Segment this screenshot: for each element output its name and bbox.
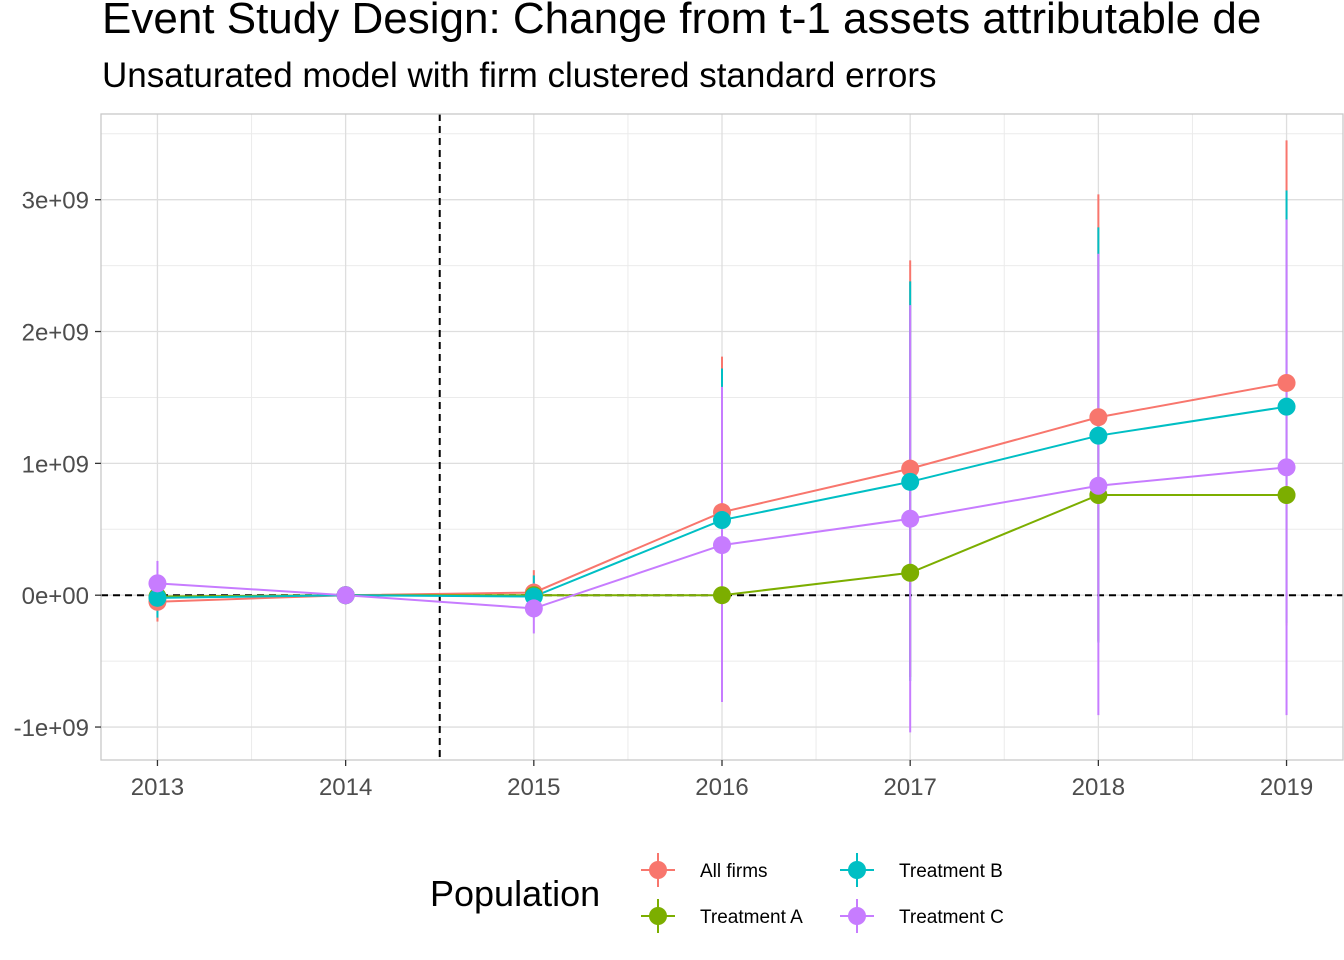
data-point-treatment-c — [336, 586, 355, 605]
y-tick-label: 3e+09 — [22, 188, 89, 215]
y-tick-label: 0e+00 — [22, 583, 89, 610]
x-tick-label: 2013 — [131, 774, 184, 801]
data-point-treatment-a — [901, 563, 920, 582]
data-point-treatment-c — [1089, 476, 1108, 495]
legend-title: Population — [430, 873, 600, 914]
legend-key-treatment-c — [840, 899, 874, 933]
legend-key-point — [649, 861, 667, 879]
data-point-treatment-c — [1277, 458, 1296, 477]
legend-key-treatment-a — [641, 899, 675, 933]
data-point-treatment-c — [148, 574, 167, 593]
data-point-treatment-b — [713, 511, 731, 530]
axes: 2013 2014 2015 2016 2017 2018 2019 -1e+09 0e+00 1… — [14, 113, 1344, 801]
y-tick-label: 1e+09 — [22, 451, 89, 478]
chart-title: Event Study Design: Change from t-1 asse… — [102, 0, 1262, 43]
data-point-all-firms — [901, 459, 920, 478]
legend-label-treatment-a: Treatment A — [700, 907, 803, 928]
x-tick-label: 2014 — [319, 774, 372, 801]
data-point-treatment-c — [713, 536, 731, 555]
data-point-treatment-a — [713, 586, 731, 605]
legend-label-treatment-c: Treatment C — [899, 907, 1004, 928]
y-tick-label: 2e+09 — [22, 320, 89, 347]
x-tick-label: 2018 — [1072, 774, 1125, 801]
data-point-treatment-b — [901, 472, 920, 491]
legend-key-point — [649, 907, 667, 925]
y-tick-label: -1e+09 — [14, 715, 89, 742]
legend-label-treatment-b: Treatment B — [899, 861, 1003, 882]
data-point-treatment-b — [1089, 426, 1108, 445]
legend-label-all-firms: All firms — [700, 861, 768, 882]
legend-key-point — [848, 907, 866, 925]
legend-key-all-firms — [641, 853, 675, 887]
legend-key-treatment-b — [840, 853, 874, 887]
x-tick-label: 2016 — [695, 774, 748, 801]
x-tick-label: 2015 — [507, 774, 560, 801]
series-points — [148, 373, 1296, 618]
data-point-treatment-c — [901, 509, 920, 528]
chart-subtitle: Unsaturated model with firm clustered st… — [102, 56, 937, 95]
legend-key-point — [848, 861, 866, 879]
data-point-treatment-a — [1277, 486, 1296, 505]
legend: Population All firms Treatment A Treatment … — [430, 853, 1004, 933]
data-point-treatment-c — [524, 599, 543, 618]
data-point-all-firms — [1277, 373, 1296, 392]
data-point-all-firms — [1089, 408, 1108, 427]
x-tick-label: 2017 — [883, 774, 936, 801]
data-point-treatment-b — [148, 588, 167, 607]
data-point-treatment-b — [1277, 397, 1296, 416]
x-tick-label: 2019 — [1260, 774, 1313, 801]
